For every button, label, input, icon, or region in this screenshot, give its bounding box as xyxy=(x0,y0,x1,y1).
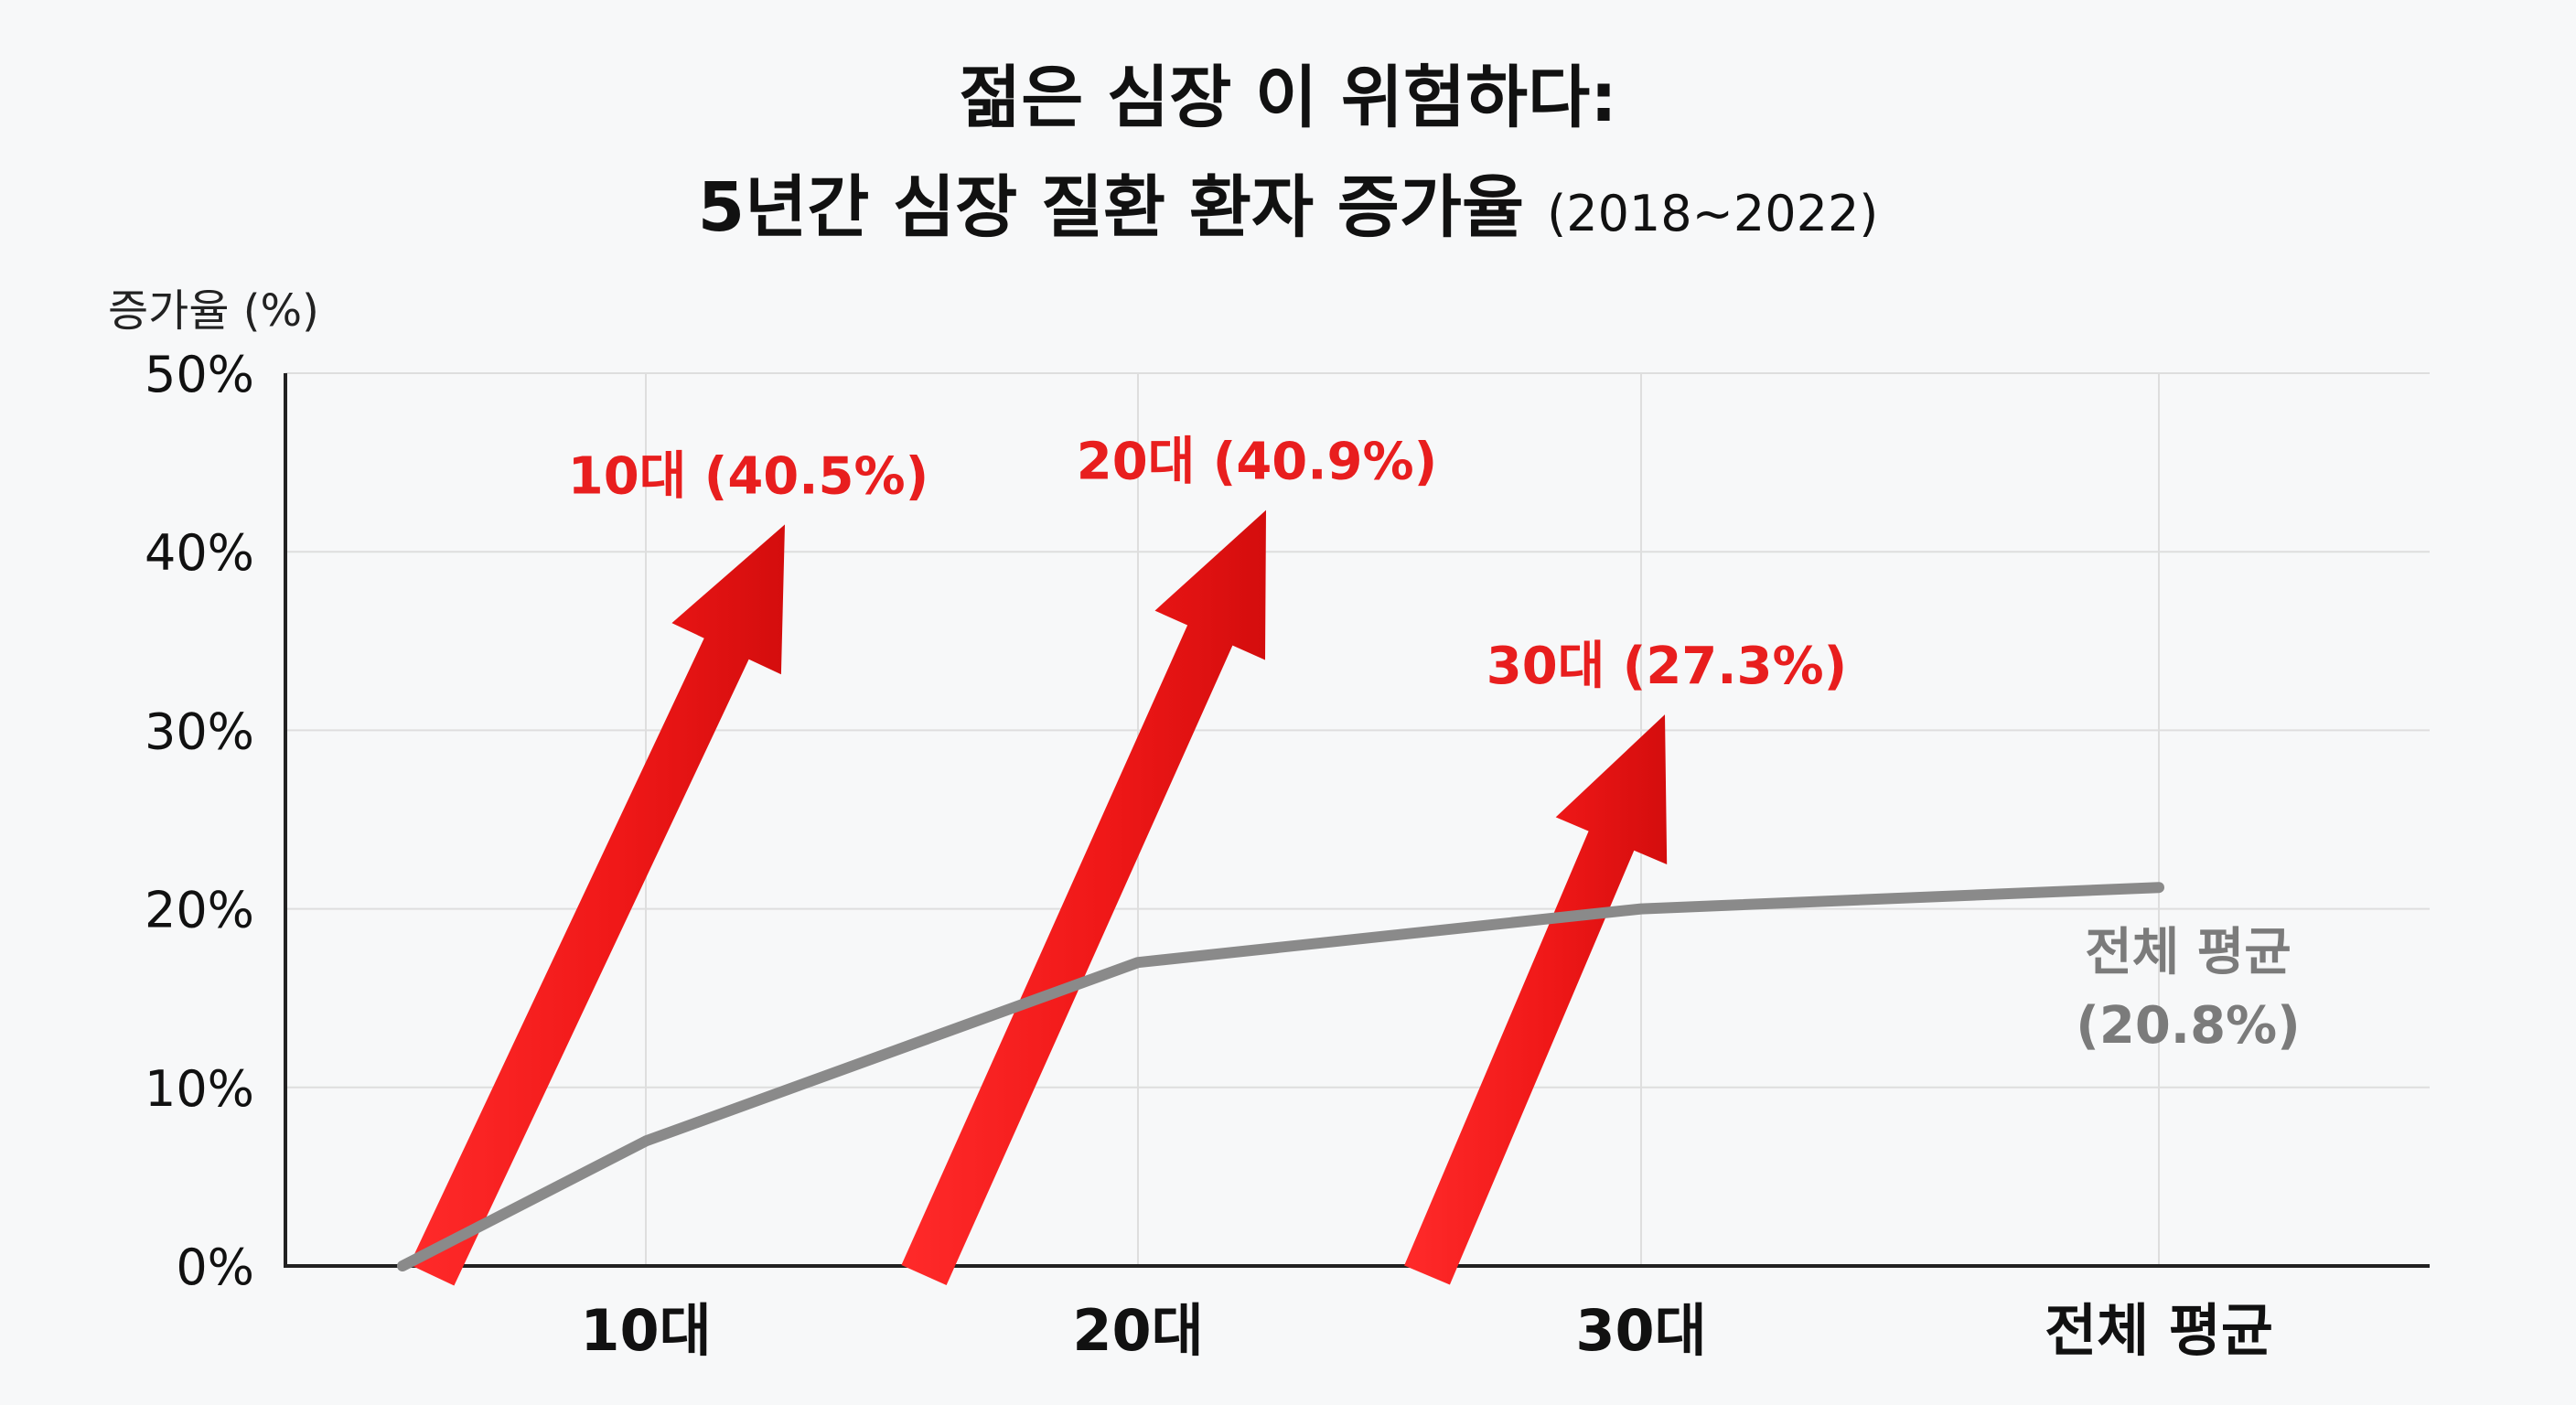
y-axis-label: 증가율 (%) xyxy=(108,285,319,337)
chart-title-line2: 5년간 심장 질환 환자 증가율 (2018~2022) xyxy=(698,168,1879,247)
grid-lines xyxy=(285,372,2430,1266)
chart-title-main: 5년간 심장 질환 환자 증가율 xyxy=(698,168,1524,247)
y-ticks: 0% 10% 20% 30% 40% 50% xyxy=(145,346,254,1296)
y-tick-label: 40% xyxy=(145,524,254,582)
y-tick-label: 50% xyxy=(145,346,254,403)
data-labels: 10대 (40.5%) 20대 (40.9%) 30대 (27.3%) xyxy=(568,433,1847,696)
x-tick-label: 30대 xyxy=(1575,1297,1706,1364)
x-tick-label: 10대 xyxy=(580,1297,711,1364)
chart-title-period: (2018~2022) xyxy=(1547,185,1878,242)
y-tick-label: 0% xyxy=(176,1239,254,1296)
x-ticks: 10대 20대 30대 전체 평균 xyxy=(580,1297,2273,1364)
average-line xyxy=(397,882,2164,1271)
arrow-series xyxy=(409,509,1668,1286)
arrow-label: 20대 (40.9%) xyxy=(1077,433,1437,492)
chart-title-line1: 젊은 심장 이 위험하다: xyxy=(959,59,1617,137)
x-tick-label: 전체 평균 xyxy=(2045,1297,2273,1364)
arrow-label: 10대 (40.5%) xyxy=(568,446,928,506)
arrow-10대 xyxy=(409,524,785,1286)
average-label-line2: (20.8%) xyxy=(2076,996,2300,1056)
average-label-line1: 전체 평균 xyxy=(2085,923,2292,982)
arrow-label: 30대 (27.3%) xyxy=(1487,637,1847,696)
y-tick-label: 20% xyxy=(145,882,254,939)
y-tick-label: 30% xyxy=(145,702,254,760)
arrow-20대 xyxy=(901,509,1266,1285)
arrow-30대 xyxy=(1404,714,1668,1285)
x-tick-label: 20대 xyxy=(1072,1297,1203,1364)
y-tick-label: 10% xyxy=(145,1060,254,1118)
